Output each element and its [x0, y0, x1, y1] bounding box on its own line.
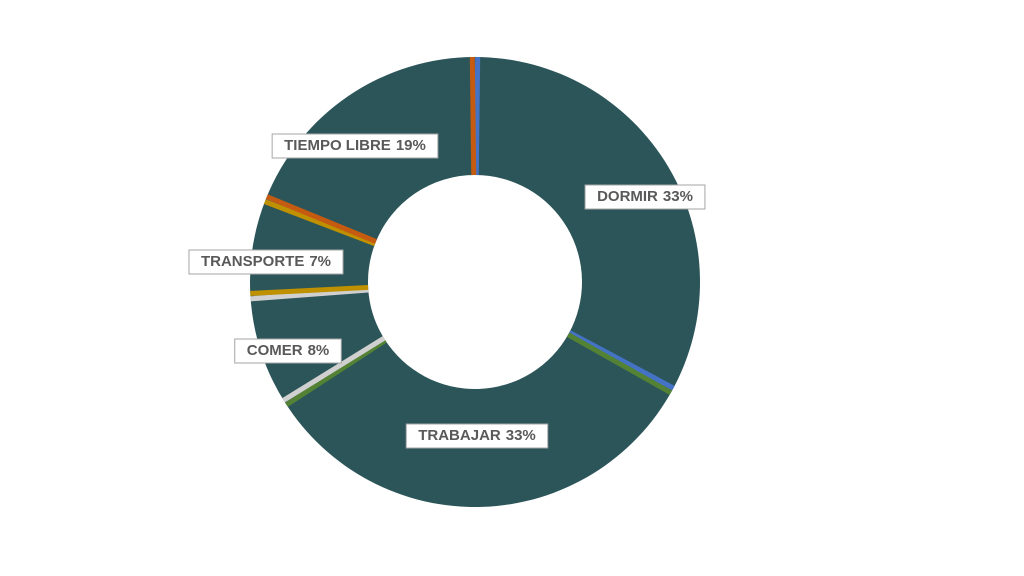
segment-edge [282, 336, 386, 403]
label-text: TIEMPO LIBRE 19% [284, 137, 426, 154]
label-text: COMER 8% [247, 342, 330, 359]
segment-edge [285, 338, 387, 407]
label-value: 8% [308, 342, 330, 359]
label-value: 19% [396, 137, 426, 154]
donut-segment [285, 333, 673, 508]
data-label: TIEMPO LIBRE 19% [271, 133, 439, 159]
donut-segment [475, 57, 700, 391]
segment-edge [263, 199, 376, 247]
segment-edge [469, 56, 477, 176]
label-category: TRABAJAR [418, 427, 501, 444]
label-category: DORMIR [597, 188, 658, 205]
label-text: DORMIR 33% [597, 188, 693, 205]
label-box [584, 184, 706, 210]
segment-edge [250, 284, 369, 296]
label-category: TIEMPO LIBRE [284, 137, 391, 154]
label-text: TRANSPORTE 7% [201, 253, 331, 270]
data-label: TRANSPORTE 7% [188, 249, 344, 275]
label-value: 33% [506, 427, 536, 444]
segment-edge [568, 330, 675, 391]
label-category: COMER [247, 342, 303, 359]
label-box [188, 249, 344, 275]
segment-edge [566, 332, 673, 395]
label-category: TRANSPORTE [201, 253, 304, 270]
segment-edge [250, 287, 369, 302]
label-box [271, 133, 439, 159]
data-label: COMER 8% [234, 338, 342, 364]
label-text: TRABAJAR 33% [418, 427, 536, 444]
label-value: 33% [663, 188, 693, 205]
data-label: DORMIR 33% [584, 184, 706, 210]
segment-edge [473, 56, 481, 176]
label-box [405, 423, 549, 449]
segment-edge [265, 194, 377, 244]
data-label: TRABAJAR 33% [405, 423, 549, 449]
label-box [234, 338, 342, 364]
label-value: 7% [309, 253, 331, 270]
